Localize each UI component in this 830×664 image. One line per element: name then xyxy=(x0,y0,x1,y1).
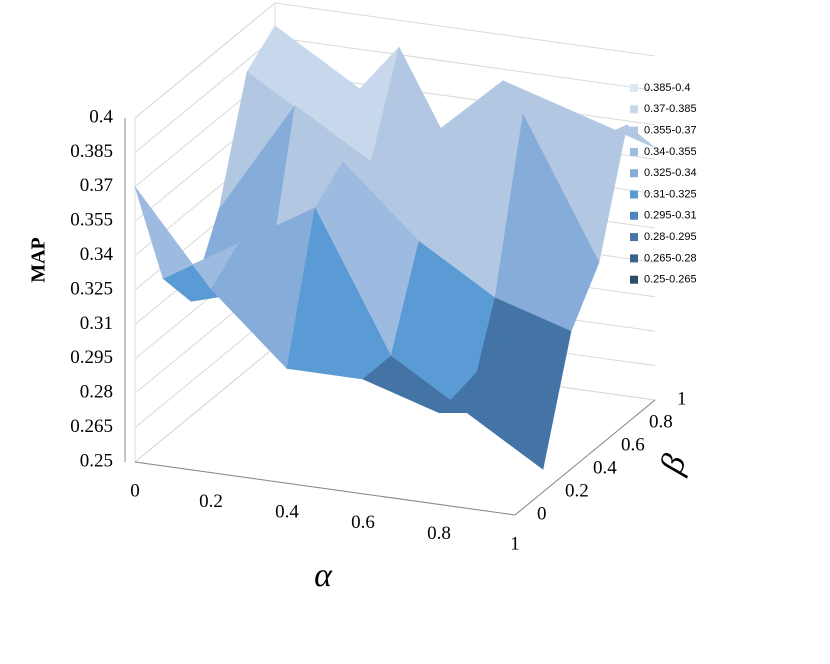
z-tick-label: 0.25 xyxy=(80,450,113,471)
x-tick-label: 0.4 xyxy=(275,502,299,523)
legend-swatch xyxy=(630,147,638,156)
legend-swatch xyxy=(630,105,638,114)
legend-label: 0.34-0.355 xyxy=(644,146,697,158)
legend-label: 0.37-0.385 xyxy=(644,103,697,115)
legend-label: 0.28-0.295 xyxy=(644,231,697,243)
y-tick-label: 0.8 xyxy=(649,411,673,432)
legend-swatch xyxy=(630,126,638,135)
z-tick-label: 0.31 xyxy=(80,313,113,334)
z-tick-label: 0.385 xyxy=(70,141,113,162)
x-tick-label: 0.6 xyxy=(351,512,375,533)
z-tick-label: 0.355 xyxy=(70,210,113,231)
y-tick-label: 0 xyxy=(537,503,547,524)
x-tick-label: 1 xyxy=(510,533,520,554)
x-tick-label: 0.8 xyxy=(427,523,451,544)
legend-swatch xyxy=(630,84,638,92)
legend-label: 0.325-0.34 xyxy=(644,167,697,179)
z-tick-label: 0.265 xyxy=(70,416,113,437)
y-tick-label: 1 xyxy=(677,388,687,409)
z-tick-label: 0.295 xyxy=(70,347,113,368)
y-axis-title: β xyxy=(653,450,694,480)
legend-swatch xyxy=(630,169,638,178)
surface-patch xyxy=(438,331,544,470)
grid-line xyxy=(134,2,656,119)
z-tick-label: 0.37 xyxy=(80,175,113,196)
y-tick-label: 0.6 xyxy=(621,434,645,455)
legend-swatch xyxy=(630,254,638,263)
x-tick-label: 0.2 xyxy=(199,491,223,512)
legend-label: 0.265-0.28 xyxy=(644,252,697,264)
z-axis-title: MAP xyxy=(28,237,50,283)
x-axis xyxy=(134,461,516,516)
legend-label: 0.385-0.4 xyxy=(644,82,690,94)
legend-swatch xyxy=(630,233,638,242)
z-tick-label: 0.34 xyxy=(80,244,114,265)
legend-label: 0.295-0.31 xyxy=(644,210,697,222)
x-axis-title: α xyxy=(314,557,333,594)
legend-label: 0.355-0.37 xyxy=(644,125,697,137)
legend-swatch xyxy=(630,211,638,220)
y-tick-label: 0.4 xyxy=(593,457,617,478)
x-tick-label: 0 xyxy=(130,480,140,501)
y-axis xyxy=(514,399,656,516)
z-tick-label: 0.325 xyxy=(70,278,113,299)
legend-swatch xyxy=(630,190,638,199)
y-tick-label: 0.2 xyxy=(565,480,589,501)
legend-swatch xyxy=(630,275,638,284)
legend-label: 0.25-0.265 xyxy=(644,274,697,286)
z-tick-label: 0.28 xyxy=(80,382,113,403)
legend-label: 0.31-0.325 xyxy=(644,188,697,200)
z-tick-label: 0.4 xyxy=(89,106,113,127)
